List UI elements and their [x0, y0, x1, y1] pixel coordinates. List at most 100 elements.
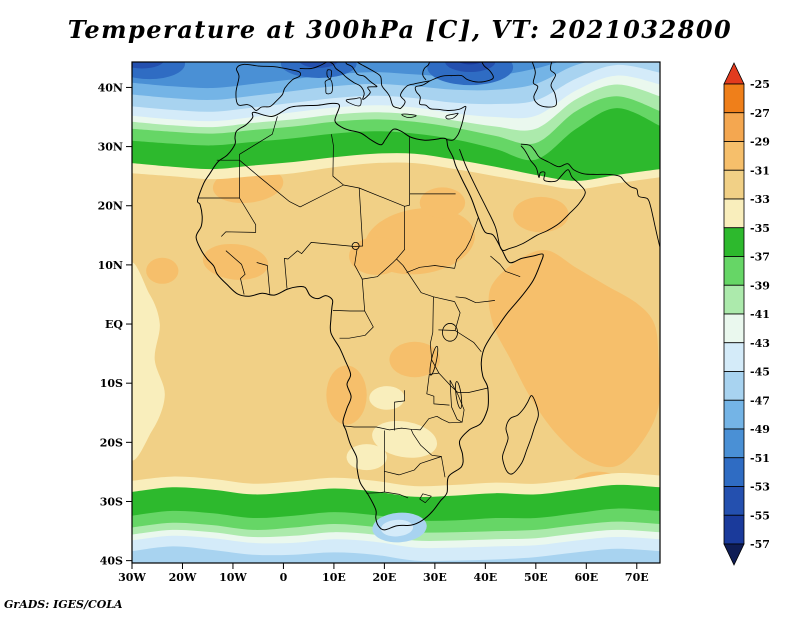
lon-tick-label: 60E [574, 571, 598, 584]
lon-tick-label: 30W [118, 571, 146, 584]
corsica-coastline [326, 69, 332, 80]
colorbar-tick-label: -47 [750, 394, 770, 407]
lat-tick-label: 30N [98, 141, 123, 154]
colorbar-segment [723, 514, 745, 545]
colorbar-segment [723, 256, 745, 286]
colorbar-tick-label: -35 [750, 222, 770, 235]
lat-tick-label: 20S [100, 436, 123, 449]
colorbar-segment [723, 399, 745, 430]
country-border [297, 242, 355, 254]
shade-blob [280, 62, 357, 78]
country-border [256, 262, 271, 294]
country-border [342, 415, 463, 431]
country-border [438, 372, 489, 393]
country-border [331, 134, 344, 186]
temperature-shaded-field [132, 62, 660, 563]
lon-tick-label: 0 [280, 571, 288, 584]
lat-tick-label: 40S [100, 555, 123, 568]
shade-blob [513, 196, 569, 233]
lon-tick-label: 20W [169, 571, 197, 584]
colorbar-segment [723, 457, 745, 487]
country-border [402, 265, 455, 302]
colorbar-tick-label: -27 [750, 107, 770, 120]
levant-anatolia-coastline [414, 80, 467, 141]
colorbar-tick-label: -43 [750, 337, 770, 350]
colorbar-tick-label: -55 [750, 509, 770, 522]
shade-blob [419, 187, 466, 219]
shade-blob [299, 62, 339, 68]
country-border [284, 250, 298, 289]
country-border [429, 296, 440, 374]
colorbar-segment [723, 83, 745, 114]
shade-blob [369, 386, 405, 410]
lon-tick-label: 70E [625, 571, 649, 584]
sicily-coastline [345, 97, 362, 107]
crete-coastline [401, 113, 417, 118]
lat-tick-label: 20N [98, 200, 123, 213]
shade-blob [349, 237, 405, 275]
lake-outline [455, 381, 463, 409]
lon-tick-label: 10E [322, 571, 346, 584]
grads-credit: GrADS: IGES/COLA [4, 598, 123, 611]
colorbar-tick-label: -39 [750, 279, 770, 292]
lat-tick-label: 10S [100, 377, 123, 390]
axes: 40N 30N 20N 10N EQ 10S 20S 30S 40S 30W 20W 10W 0 10E 2… [98, 61, 661, 584]
cyprus-coastline [445, 112, 459, 120]
country-border [490, 255, 521, 278]
colorbar-segment [723, 169, 745, 200]
balkan-greece-coastline [356, 62, 430, 110]
colorbar-tick-label: -45 [750, 366, 770, 379]
colorbar-tick-label: -25 [750, 78, 770, 91]
colorbar-segment [723, 486, 745, 516]
black-sea-coastline [422, 62, 430, 81]
colorbar-under-triangle [723, 543, 745, 566]
italy-coastline [328, 62, 378, 100]
colorbar-tick-label: -53 [750, 481, 770, 494]
country-border [396, 206, 405, 266]
colorbar-segment [723, 284, 745, 315]
caspian-coastline [531, 62, 557, 108]
country-border [454, 217, 479, 269]
colorbar-tick-label: -49 [750, 423, 770, 436]
country-border [454, 330, 482, 353]
colorbar-segment [723, 227, 745, 257]
shade-blob [202, 243, 269, 280]
lake-outline [429, 345, 439, 376]
colorbar-segment [723, 112, 745, 142]
france-coastline [299, 62, 328, 70]
plot-title: Temperature at 300hPa [C], VT: 202103280… [68, 15, 733, 44]
colorbar-segment [723, 342, 745, 372]
country-border [410, 429, 433, 456]
sardinia-coastline [324, 79, 333, 95]
country-border [339, 310, 374, 339]
black-sea-coastline [429, 62, 494, 83]
country-border [239, 159, 344, 208]
madagascar-coastline [502, 395, 539, 475]
shade-blob [146, 257, 179, 284]
country-border [225, 250, 246, 295]
lat-tick-label: 30S [100, 495, 123, 508]
colorbar-tick-label: -51 [750, 452, 770, 465]
shade-blob [372, 420, 438, 458]
country-border [406, 265, 455, 273]
country-border [366, 491, 409, 499]
colorbar-over-triangle [723, 62, 745, 85]
shade-blob [326, 365, 367, 425]
country-border [419, 493, 432, 504]
shade-blob [389, 341, 440, 378]
country-border [455, 296, 495, 304]
country-border [438, 301, 461, 331]
colorbar-segment [723, 428, 745, 459]
country-border [221, 197, 257, 237]
country-border [394, 390, 405, 431]
colorbar-tick-label: -29 [750, 136, 770, 149]
coastlines-and-borders [195, 62, 660, 531]
colorbar-segment [723, 371, 745, 401]
country-border [332, 279, 366, 312]
colorbar-segment [723, 313, 745, 344]
lon-tick-label: 30E [423, 571, 447, 584]
colorbar-tick-label: -31 [750, 164, 770, 177]
shade-blob [132, 62, 164, 69]
